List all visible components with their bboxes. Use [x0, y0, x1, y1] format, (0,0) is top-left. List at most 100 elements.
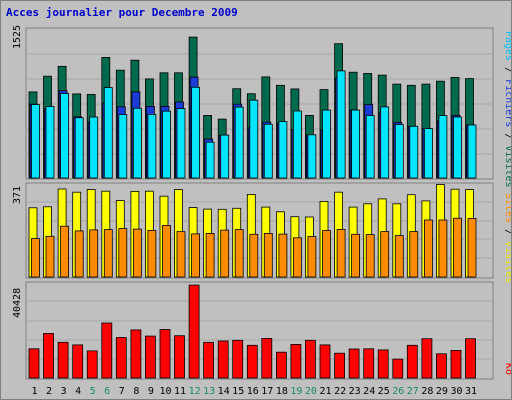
bar-fichiers-2: [45, 106, 55, 179]
bar-fichiers-29: [438, 115, 448, 179]
bar-sites-13: [205, 232, 215, 278]
bar-sites-2: [45, 235, 55, 278]
bar-sites-26: [394, 235, 404, 278]
bar-ko-17: [261, 337, 273, 379]
bar-ko-29: [435, 353, 447, 379]
bar-sites-20: [307, 236, 317, 278]
x-tick-label-8: 8: [133, 386, 139, 397]
bar-sites-7: [118, 228, 128, 278]
bar-ko-7: [115, 337, 127, 379]
bar-ko-2: [43, 332, 54, 379]
bar-fichiers-1: [31, 104, 40, 179]
bar-fichiers-27: [409, 125, 419, 179]
bar-fichiers-21: [322, 109, 331, 179]
bar-fichiers-22: [336, 70, 346, 179]
bar-ko-14: [217, 340, 229, 379]
x-tick-label-23: 23: [349, 386, 361, 397]
bar-sites-16: [249, 233, 259, 278]
x-tick-label-14: 14: [218, 386, 230, 397]
bar-fichiers-18: [278, 121, 288, 179]
bar-ko-25: [377, 349, 389, 379]
bar-sites-31: [467, 218, 477, 278]
legend-fichiers: Fichiers: [503, 79, 511, 127]
middle-legend: Sites / Visites: [503, 193, 511, 283]
legend-pages: Pages: [503, 31, 511, 61]
x-tick-label-2: 2: [46, 386, 52, 397]
bar-sites-15: [234, 229, 244, 278]
x-tick-label-28: 28: [421, 386, 433, 397]
x-tick-label-7: 7: [119, 386, 125, 397]
bar-ko-9: [144, 335, 156, 379]
bar-sites-17: [263, 232, 273, 278]
x-tick-label-24: 24: [363, 386, 375, 397]
bar-fichiers-10: [162, 110, 171, 179]
middle-bars: [28, 184, 477, 278]
bar-sites-11: [176, 231, 186, 278]
svg-text:Sites / Visites: Sites / Visites: [503, 193, 511, 283]
bar-sites-12: [191, 233, 201, 278]
chart-title: Acces journalier pour Decembre 2009: [6, 6, 238, 19]
bar-ko-31: [465, 338, 476, 379]
bar-sites-8: [132, 228, 142, 278]
x-tick-label-22: 22: [334, 386, 346, 397]
bar-fichiers-19: [292, 110, 302, 179]
bar-fichiers-23: [351, 109, 361, 179]
bar-fichiers-7: [118, 114, 128, 179]
x-tick-label-20: 20: [305, 386, 317, 397]
x-tick-label-16: 16: [247, 386, 259, 397]
bar-sites-19: [292, 237, 302, 278]
bar-fichiers-15: [234, 106, 244, 179]
bottom-legend: Ko: [503, 363, 511, 375]
bar-fichiers-17: [263, 123, 273, 179]
bar-fichiers-14: [220, 134, 230, 179]
bar-ko-28: [421, 338, 433, 379]
bar-sites-5: [89, 229, 99, 278]
x-tick-label-18: 18: [276, 386, 288, 397]
bar-sites-29: [438, 219, 448, 278]
bar-sites-24: [365, 234, 375, 278]
bar-ko-26: [392, 358, 404, 379]
x-tick-label-27: 27: [407, 386, 419, 397]
x-tick-label-25: 25: [378, 386, 390, 397]
bar-ko-30: [450, 349, 462, 379]
x-tick-label-13: 13: [203, 386, 215, 397]
bar-ko-27: [406, 344, 418, 379]
bar-sites-3: [60, 225, 69, 278]
bar-fichiers-8: [132, 107, 142, 179]
middle-max-label: 371: [12, 186, 23, 204]
x-tick-label-9: 9: [148, 386, 154, 397]
bar-ko-1: [28, 348, 40, 379]
bar-fichiers-30: [453, 116, 462, 179]
bar-fichiers-31: [467, 124, 477, 179]
bar-sites-6: [103, 229, 113, 278]
bar-ko-13: [203, 341, 215, 379]
x-tick-label-26: 26: [392, 386, 404, 397]
bar-fichiers-16: [249, 99, 259, 179]
bar-fichiers-9: [147, 114, 157, 179]
x-tick-label-3: 3: [61, 386, 67, 397]
bar-ko-16: [246, 344, 258, 379]
bar-sites-27: [409, 231, 419, 278]
bar-fichiers-6: [103, 87, 113, 179]
x-tick-label-10: 10: [159, 386, 171, 397]
top-max-label: 1525: [12, 25, 23, 49]
x-tick-label-30: 30: [450, 386, 462, 397]
bar-fichiers-13: [205, 141, 215, 179]
bar-ko-8: [130, 329, 142, 379]
bar-sites-1: [31, 238, 40, 278]
bar-ko-24: [363, 348, 375, 379]
bar-ko-22: [334, 352, 346, 379]
bar-ko-6: [101, 322, 113, 379]
bar-ko-10: [159, 329, 171, 379]
legend-visites-top: Visites: [503, 145, 511, 187]
bar-fichiers-11: [176, 108, 186, 179]
bar-ko-12: [188, 284, 200, 379]
bar-sites-9: [147, 229, 157, 278]
bar-sites-21: [322, 230, 331, 278]
x-axis-labels: 1 2 3 4 5 6 7 8 9 10 11 12 13 14 15 16 17 18 19 20 21 22 23 24 2…: [31, 386, 477, 397]
x-tick-label-29: 29: [436, 386, 448, 397]
bar-ko-5: [86, 350, 98, 379]
bar-fichiers-28: [423, 128, 433, 179]
